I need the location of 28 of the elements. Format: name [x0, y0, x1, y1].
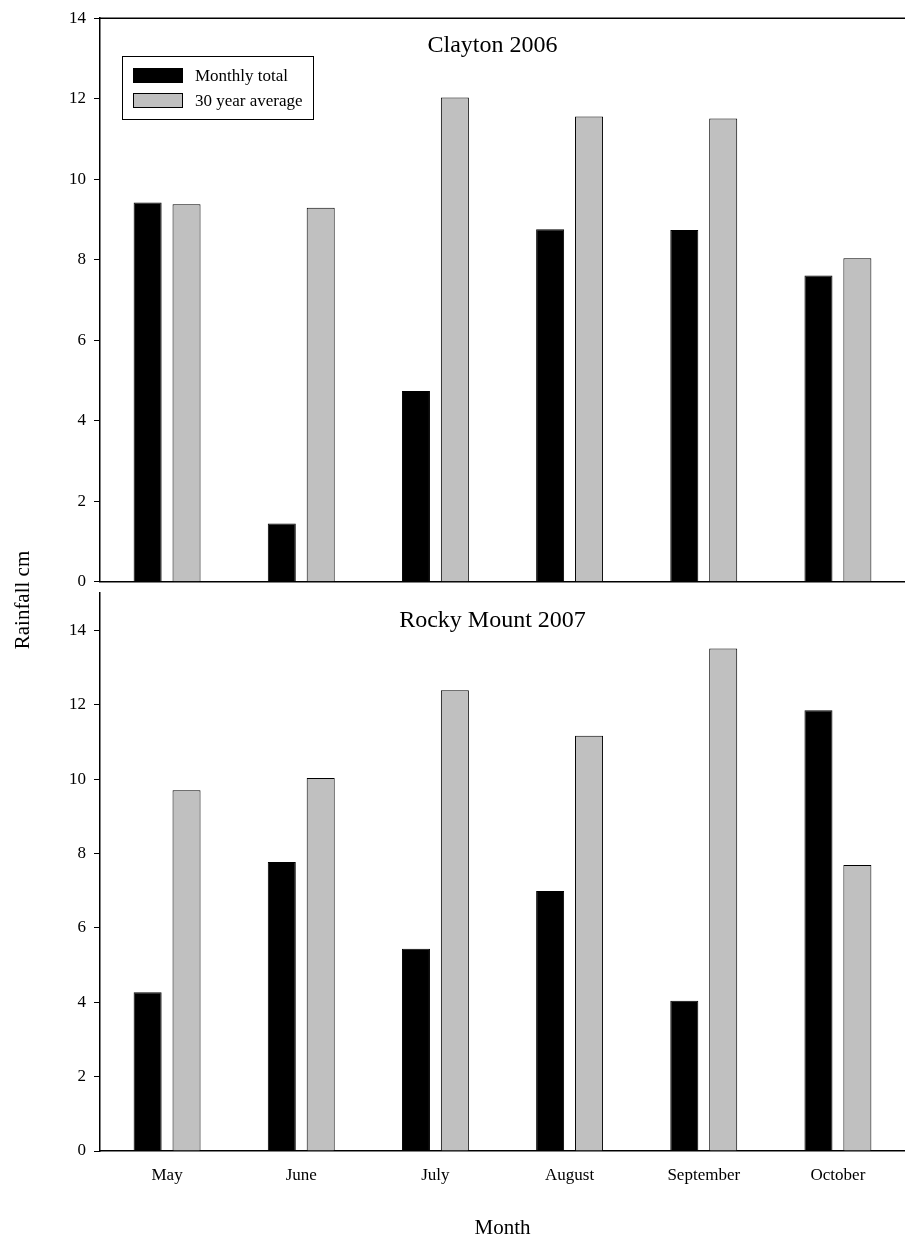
y-tick-label: 0: [77, 1140, 86, 1160]
y-tick-label: 14: [69, 619, 87, 639]
legend-label: 30 year average: [195, 90, 303, 113]
y-tick-label: 0: [77, 571, 86, 591]
y-tick-label: 4: [77, 410, 87, 430]
y-tick-label: 8: [77, 842, 86, 862]
x-tick-label: August: [545, 1164, 595, 1184]
text: Clayton 2006: [427, 31, 558, 58]
y-tick-label: 10: [69, 168, 86, 188]
y-tick-label: 8: [77, 249, 86, 269]
legend-label: Monthly total: [195, 65, 289, 88]
y-tick-label: 14: [69, 7, 87, 27]
x-tick-label: October: [810, 1164, 866, 1184]
y-tick-label: 12: [69, 694, 86, 714]
y-tick-label: 6: [77, 329, 86, 349]
x-tick-label: September: [667, 1164, 741, 1184]
text: Rocky Mount 2007: [399, 606, 586, 633]
x-tick-label: July: [421, 1164, 451, 1184]
y-tick-label: 12: [69, 88, 86, 108]
x-tick-label: June: [285, 1164, 317, 1184]
x-tick-label: May: [151, 1164, 184, 1184]
y-tick-label: 10: [69, 768, 86, 788]
y-tick-label: 4: [77, 991, 87, 1011]
y-axis-title: Rainfall cm: [9, 550, 35, 650]
y-tick-label: 2: [77, 490, 86, 510]
y-tick-label: 2: [77, 1066, 86, 1086]
y-tick-label: 6: [77, 917, 86, 937]
x-axis-title: Month: [474, 1214, 531, 1239]
